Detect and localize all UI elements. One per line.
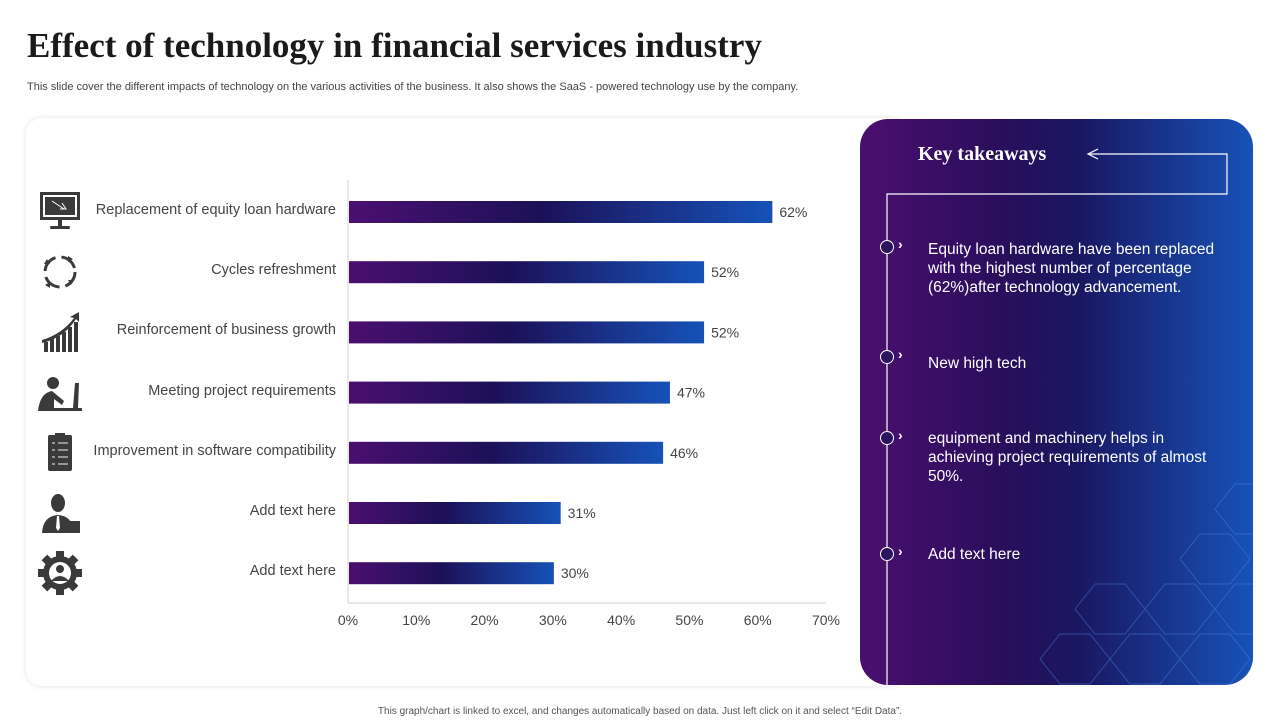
page-title: Effect of technology in financial servic…: [27, 26, 762, 65]
takeaway-item: Equity loan hardware have been replaced …: [928, 241, 1215, 296]
data-label: 46%: [670, 445, 698, 461]
category-label: Reinforcement of business growth: [116, 322, 336, 339]
bar: [349, 441, 664, 464]
key-takeaways-title: Key takeaways: [918, 143, 1047, 165]
monitor-icon: [40, 192, 80, 229]
x-tick-label: 10%: [402, 612, 430, 628]
takeaway-item: New high tech: [928, 355, 1027, 372]
category-label: Cycles refreshment: [211, 262, 336, 279]
gear-person-icon: [38, 551, 82, 596]
growth-chart-icon: [42, 312, 79, 353]
x-tick-label: 60%: [744, 612, 772, 628]
category-label: Replacement of equity loan hardware: [95, 202, 336, 218]
chevron-right-icon: ›: [898, 346, 903, 362]
data-label: 31%: [568, 505, 596, 521]
data-label: 30%: [561, 565, 589, 581]
data-label: 52%: [711, 264, 739, 280]
category-label: Add text here: [249, 503, 336, 519]
takeaway-item: Add text here: [928, 546, 1021, 563]
bar: [349, 321, 705, 344]
person-laptop-icon: [38, 376, 82, 411]
x-tick-label: 70%: [812, 612, 840, 628]
bar: [349, 502, 561, 524]
category-label: Improvement in software compatibility: [93, 442, 336, 459]
data-label: 47%: [677, 385, 705, 401]
category-label: Add text here: [249, 563, 336, 580]
bar: [349, 261, 705, 284]
page-subtitle: This slide cover the different impacts o…: [27, 81, 799, 93]
checklist-icon: [48, 432, 72, 471]
key-takeaways-panel: Key takeaways › Equity loan hardware hav…: [860, 119, 1253, 685]
category-label: Meeting project requirements: [148, 382, 336, 399]
bullet-dot-icon: [880, 240, 894, 254]
bar-chart: 0% 10% 20% 30% 40% 50% 60% 70% 62% 52% 52% 47% 46% 31…: [338, 180, 840, 628]
chevron-right-icon: ›: [898, 543, 903, 559]
bullet-dot-icon: [880, 547, 894, 561]
bullet-dot-icon: [880, 431, 894, 445]
chevron-right-icon: ›: [898, 427, 903, 443]
x-tick-label: 30%: [539, 612, 567, 628]
takeaway-item: equipment and machinery helps in achievi…: [928, 430, 1207, 485]
connector-lines: [886, 148, 1253, 685]
data-label: 52%: [711, 324, 739, 340]
footer-note: This graph/chart is linked to excel, and…: [377, 706, 903, 717]
x-tick-label: 0%: [338, 612, 358, 628]
bar: [349, 201, 773, 223]
bar: [349, 381, 670, 404]
data-label: 62%: [779, 204, 807, 220]
bullet-dot-icon: [880, 350, 894, 364]
cycle-icon: [43, 255, 77, 289]
x-tick-label: 50%: [675, 612, 703, 628]
x-tick-label: 40%: [607, 612, 635, 628]
bar: [349, 562, 554, 585]
x-tick-label: 20%: [471, 612, 499, 628]
chevron-right-icon: ›: [898, 236, 903, 252]
businessman-icon: [42, 494, 80, 533]
